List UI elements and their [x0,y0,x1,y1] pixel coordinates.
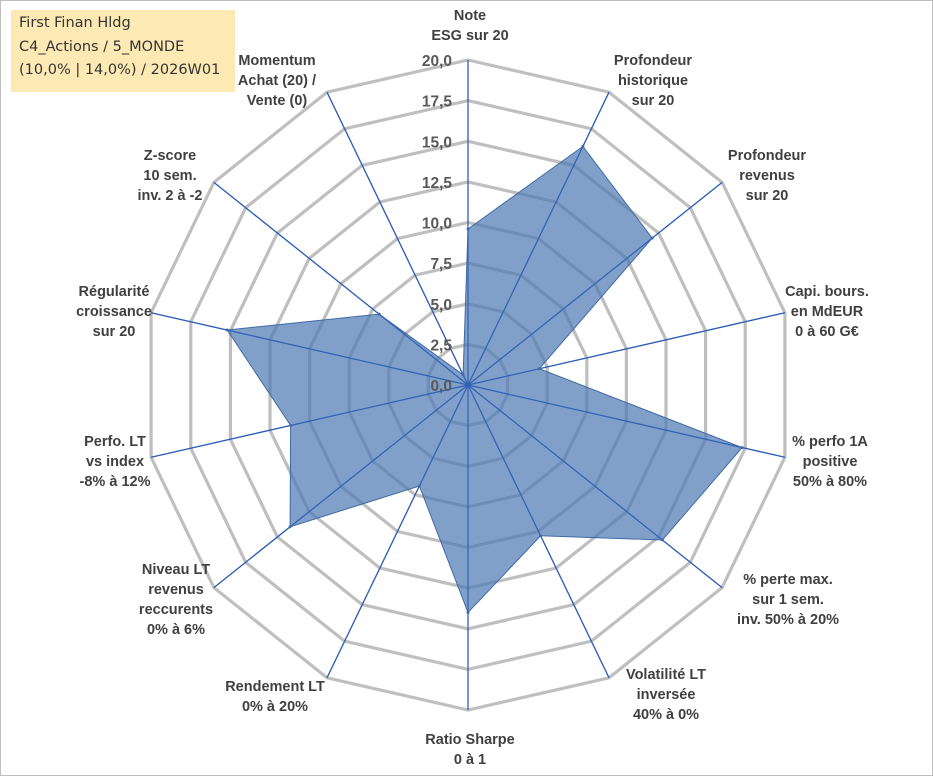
axis-label: Momentum Achat (20) / Vente (0) [238,53,316,109]
axis-label-line: en MdEUR [791,304,864,320]
axis-label: Perfo. LT vs index -8% à 12% [80,434,151,490]
axis-label-line: reccurents [139,602,213,618]
axis-label: Régularité croissance sur 20 [76,284,152,340]
tick-label: 17,5 [422,94,453,111]
axis-label-line: vs index [86,454,144,470]
axis-label-line: 50% à 80% [793,474,867,490]
tick-label: 0,0 [430,378,452,395]
axis-label-line: Profondeur [614,53,692,69]
axis-label-line: sur 20 [746,188,789,204]
axis-spoke-overlay [326,91,469,386]
axis-label-line: Profondeur [728,148,806,164]
axis-label-line: inversée [637,687,696,703]
axis-label: Z-score 10 sem. inv. 2 à -2 [137,148,202,204]
axis-spoke-overlay [213,384,469,588]
axis-spoke-overlay [467,182,723,386]
axis-label-line: Volatilité LT [626,667,706,683]
axis-label-line: Ratio Sharpe [425,732,514,748]
axis-label: Capi. bours. en MdEUR 0 à 60 G€ [785,284,869,340]
axis-label-line: Achat (20) / [238,73,316,89]
axis-label: Niveau LT revenus reccurents 0% à 6% [139,562,213,638]
axis-label-line: inv. 50% à 20% [737,612,839,628]
axis-label: Volatilité LT inversée 40% à 0% [626,667,706,723]
axis-spoke-overlay [150,384,469,458]
radar-tick-labels: 0,0 2,5 5,0 7,5 10,0 12,5 15,0 17,5 20,0 [422,53,453,395]
axis-label-line: Momentum [238,53,315,69]
tick-label: 20,0 [422,53,452,70]
tick-label: 7,5 [430,256,452,273]
chart-title-box: First Finan Hldg C4_Actions / 5_MONDE (1… [11,10,235,92]
axis-spoke-overlay [467,91,610,386]
axis-spoke-overlay [326,384,469,679]
axis-label-line: Vente (0) [247,93,308,109]
axis-label-line: Régularité [79,284,150,300]
axis-label-line: 10 sem. [143,168,196,184]
data-point [660,538,664,542]
axis-label-line: Capi. bours. [785,284,869,300]
axis-label-line: sur 1 sem. [752,592,824,608]
axis-label-line: ESG sur 20 [431,28,508,44]
axis-label-line: sur 20 [632,93,675,109]
axis-label-line: % perte max. [743,572,832,588]
axis-label-line: 40% à 0% [633,707,699,723]
tick-label: 5,0 [430,297,452,314]
axis-label-line: croissance [76,304,152,320]
axis-spoke-overlay [213,182,469,386]
tick-label: 2,5 [430,337,452,354]
data-point [581,144,585,148]
data-point [650,236,654,240]
axis-spoke-overlay [467,384,723,588]
axis-label-line: revenus [739,168,795,184]
axis-spoke-overlay [467,384,786,458]
axis-label-line: -8% à 12% [80,474,151,490]
axis-label-line: 0 à 60 G€ [795,324,859,340]
data-point [289,424,293,427]
data-point [539,534,543,538]
axis-label-line: Note [454,8,486,24]
axis-label-line: 0% à 6% [147,622,205,638]
data-point [466,611,470,614]
title-line-company: First Finan Hldg [19,15,131,31]
tick-label: 15,0 [422,134,452,151]
axis-label: Rendement LT 0% à 20% [225,679,325,715]
axis-label-line: revenus [148,582,204,598]
axis-label: % perfo 1A positive 50% à 80% [792,434,868,490]
axis-label-line: 0 à 1 [454,752,486,768]
axis-label: Profondeur revenus sur 20 [728,148,806,204]
title-line-category: C4_Actions / 5_MONDE [19,38,185,55]
data-point [461,373,465,377]
axis-spoke-overlay [150,312,469,386]
radar-axis-labels: Note ESG sur 20 Profondeur historique sur 20… [76,8,869,768]
data-point [288,525,292,529]
data-point [417,484,421,488]
axis-label: % perte max. sur 1 sem. inv. 50% à 20% [737,572,839,628]
tick-label: 12,5 [422,175,453,192]
axis-label-line: inv. 2 à -2 [137,188,202,204]
axis-spoke-overlay [467,312,786,386]
data-point [537,367,541,371]
axis-label-line: % perfo 1A [792,434,868,450]
title-line-params: (10,0% | 14,0%) / 2026W01 [19,62,221,78]
data-point [740,446,744,450]
axis-label-line: Z-score [144,148,196,164]
data-point [377,312,381,316]
data-point [225,328,229,332]
axis-label: Ratio Sharpe 0 à 1 [425,732,514,768]
axis-label-line: positive [803,454,858,470]
data-point [466,227,470,231]
axis-label-line: sur 20 [93,324,136,340]
axis-label: Profondeur historique sur 20 [614,53,692,109]
axis-label-line: Niveau LT [142,562,210,578]
axis-label-line: 0% à 20% [242,699,308,715]
axis-label-line: historique [618,73,688,89]
axis-label-line: Perfo. LT [84,434,146,450]
axis-label: Note ESG sur 20 [431,8,508,44]
tick-label: 10,0 [422,216,452,233]
axis-spoke-overlay [467,384,610,679]
radar-series [150,60,786,710]
axis-label-line: Rendement LT [225,679,325,695]
